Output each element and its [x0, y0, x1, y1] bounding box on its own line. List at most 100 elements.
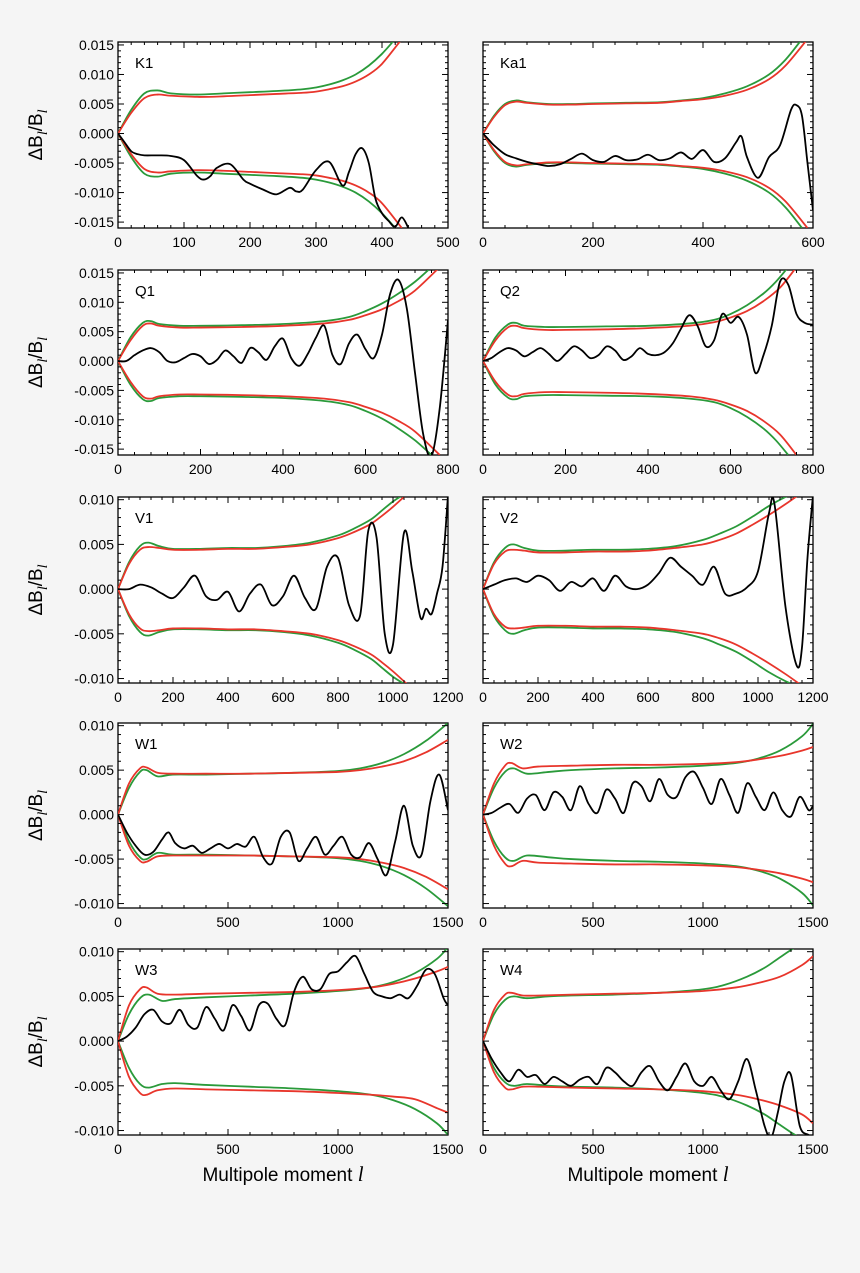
panel-q2: 0 200 400 600 800 Q2	[479, 269, 825, 477]
y-tick-label: 0.010	[79, 294, 114, 310]
y-tick-label: 0.010	[79, 718, 114, 734]
series-group	[118, 42, 410, 228]
x-tick-label: 500	[216, 1141, 240, 1157]
series-green-envelope	[118, 42, 394, 134]
series-green-envelope	[118, 270, 430, 362]
x-tick-label: 0	[114, 689, 122, 705]
y-tick-label: 0.005	[79, 762, 114, 778]
x-axis-title: Multipole moment l	[202, 1162, 363, 1186]
x-tick-label: 800	[436, 461, 460, 477]
y-tick-label: 0.005	[79, 536, 114, 552]
series-red-envelope-neg	[118, 133, 403, 228]
series-red-envelope-neg	[118, 588, 408, 683]
panel-label: V1	[135, 510, 153, 527]
series-group	[483, 270, 813, 455]
panel-ka1: 0 200 400 600 Ka1	[479, 41, 825, 250]
x-tick-label: 1000	[377, 689, 408, 705]
x-tick-label: 1500	[432, 1141, 463, 1157]
y-axis-title: ΔBl/Bl	[26, 337, 51, 388]
series-measured	[118, 497, 448, 655]
panel-label: W4	[500, 962, 523, 979]
series-green-envelope-neg	[483, 360, 789, 455]
x-tick-label: 500	[581, 1141, 605, 1157]
y-tick-label: -0.010	[74, 412, 114, 428]
x-tick-label: 800	[801, 461, 825, 477]
series-red-envelope	[118, 739, 448, 815]
panel-k1: 0 100 200 300 400 500 0.015 0.010 0.005 0.000 -0.0…	[74, 37, 460, 250]
x-tick-label: 200	[238, 234, 262, 250]
panel-v1: 0 200 400 600 800 1000 1200 0.010 0.005 0.000 -0.0…	[74, 492, 463, 705]
series-green-envelope	[483, 497, 788, 590]
panel-w2: 0 500 1000 1500 W2	[479, 722, 829, 930]
y-tick-label: 0.005	[79, 324, 114, 340]
x-tick-label: 200	[581, 234, 605, 250]
series-red-envelope	[118, 966, 448, 1042]
y-axis-title: ΔBl/Bl	[26, 109, 51, 160]
series-measured	[118, 278, 448, 455]
series-red-envelope-neg	[118, 814, 448, 891]
y-axis-title: ΔBl/Bl	[26, 1016, 51, 1067]
panels: 0 100 200 300 400 500 0.015 0.010 0.005 0.000 -0.0…	[74, 37, 828, 1157]
x-tick-label: 1000	[322, 1141, 353, 1157]
series-measured	[118, 954, 448, 1042]
series-group	[118, 723, 448, 907]
x-tick-label: 1000	[742, 689, 773, 705]
plot-area	[482, 948, 814, 1136]
series-green-envelope-neg	[483, 814, 813, 906]
plot-area	[482, 269, 814, 456]
plot-area	[482, 722, 814, 909]
series-measured	[483, 770, 813, 818]
x-axis-title: Multipole moment l	[567, 1162, 728, 1186]
x-tick-label: 1000	[322, 914, 353, 930]
plot-area	[117, 948, 449, 1136]
series-red-envelope-neg	[483, 588, 800, 683]
panel-w1: 0 500 1000 1500 0.010 0.005 0.000 -0.005 -0.010 W…	[74, 718, 463, 930]
y-tick-label: 0.000	[79, 353, 114, 369]
x-tick-label: 0	[114, 914, 122, 930]
x-tick-label: 400	[691, 234, 715, 250]
y-axis-labels: ΔBl/Bl ΔBl/Bl ΔBl/Bl ΔBl/Bl ΔBl/Bl	[26, 109, 51, 1067]
x-axis-labels: Multipole moment l Multipole moment l	[202, 1162, 728, 1186]
series-measured	[483, 1040, 810, 1135]
x-tick-label: 600	[636, 689, 660, 705]
x-tick-label: 0	[479, 234, 487, 250]
y-axis-title: ΔBl/Bl	[26, 564, 51, 615]
y-tick-label: 0.000	[79, 581, 114, 597]
x-tick-label: 0	[114, 461, 122, 477]
y-tick-label: -0.015	[74, 214, 114, 230]
panel-label: K1	[135, 55, 153, 72]
y-tick-label: 0.010	[79, 66, 114, 82]
x-tick-label: 400	[216, 689, 240, 705]
series-green-envelope-neg	[118, 360, 433, 455]
series-red-envelope	[118, 42, 401, 135]
series-red-envelope-neg	[483, 1040, 813, 1125]
series-green-envelope	[483, 723, 813, 815]
y-tick-label: 0.010	[79, 944, 114, 960]
x-tick-label: 500	[581, 914, 605, 930]
x-tick-label: 200	[526, 689, 550, 705]
series-group	[483, 723, 813, 906]
x-tick-label: 800	[326, 689, 350, 705]
x-tick-label: 400	[636, 461, 660, 477]
x-tick-label: 200	[189, 461, 213, 477]
series-red-envelope	[483, 497, 798, 590]
panel-label: Q2	[500, 283, 520, 300]
series-group	[483, 497, 813, 683]
x-tick-label: 600	[271, 689, 295, 705]
series-measured	[483, 103, 813, 211]
y-tick-label: 0.000	[79, 126, 114, 142]
series-measured	[118, 132, 410, 228]
series-measured	[483, 497, 813, 669]
panel-w4: 0 500 1000 1500 W4	[479, 948, 829, 1157]
x-tick-label: 400	[581, 689, 605, 705]
x-tick-label: 600	[354, 461, 378, 477]
x-tick-label: 1500	[797, 914, 828, 930]
series-group	[483, 42, 813, 228]
x-tick-label: 800	[691, 689, 715, 705]
series-red-envelope	[483, 270, 796, 362]
series-green-envelope	[118, 949, 448, 1042]
x-tick-label: 400	[271, 461, 295, 477]
series-red-envelope-neg	[483, 360, 798, 455]
series-red-envelope-neg	[118, 1040, 448, 1114]
